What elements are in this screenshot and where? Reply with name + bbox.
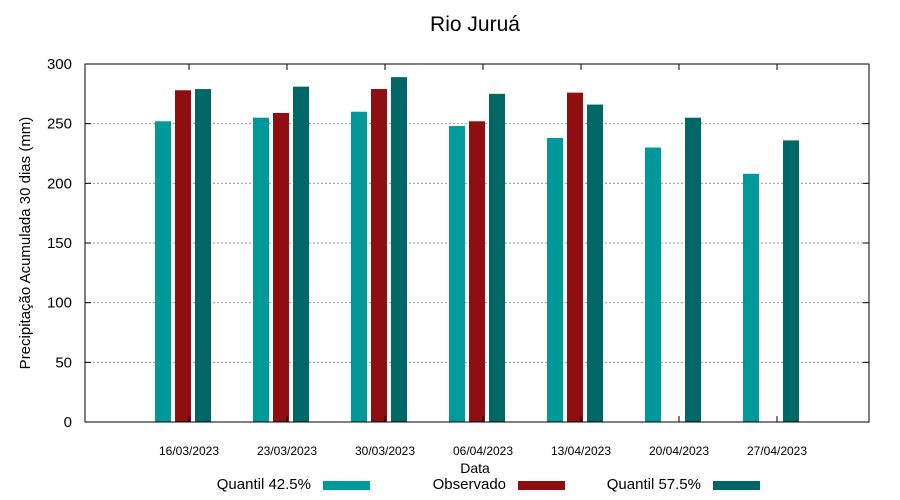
legend-swatch <box>323 481 370 490</box>
bar <box>293 86 309 422</box>
legend-label: Observado <box>433 476 506 493</box>
bar <box>175 90 191 423</box>
bar <box>195 89 211 422</box>
x-axis-ticks: 16/03/2023 23/03/2023 30/03/2023 06/04/2023… <box>159 64 807 458</box>
bar <box>371 89 387 422</box>
y-tick-label: 0 <box>64 414 72 431</box>
x-tick-label: 13/04/2023 <box>551 444 611 458</box>
bars <box>155 77 799 423</box>
y-tick-label: 50 <box>55 354 72 371</box>
bar <box>587 104 603 422</box>
bar <box>489 93 505 422</box>
x-tick-label: 06/04/2023 <box>453 444 513 458</box>
legend: Quantil 42.5% Observado Quantil 57.5% <box>217 476 760 493</box>
x-tick-label: 16/03/2023 <box>159 444 219 458</box>
y-tick-label: 200 <box>47 175 72 192</box>
bar <box>469 121 485 422</box>
bar <box>273 112 289 422</box>
bar <box>783 140 799 422</box>
y-axis-ticks: 0 50 100 150 200 250 300 <box>47 56 869 431</box>
bar <box>155 121 171 422</box>
bar <box>449 126 465 422</box>
legend-swatch <box>713 481 760 490</box>
bar <box>391 77 407 423</box>
y-axis-label: Precipitação Acumulada 30 dias (mm) <box>17 117 34 370</box>
x-tick-label: 20/04/2023 <box>649 444 709 458</box>
x-tick-label: 30/03/2023 <box>355 444 415 458</box>
y-tick-label: 100 <box>47 295 72 312</box>
bar <box>351 111 367 422</box>
bar <box>567 92 583 422</box>
y-tick-label: 300 <box>47 56 72 73</box>
chart-title: Rio Juruá <box>430 13 520 36</box>
x-tick-label: 27/04/2023 <box>747 444 807 458</box>
legend-swatch <box>518 481 565 490</box>
bar <box>645 147 661 423</box>
legend-label: Quantil 57.5% <box>607 476 701 493</box>
bar <box>547 137 563 422</box>
y-tick-label: 250 <box>47 116 72 133</box>
bar <box>685 117 701 422</box>
legend-label: Quantil 42.5% <box>217 476 311 493</box>
y-tick-label: 150 <box>47 235 72 252</box>
bar <box>253 117 269 422</box>
x-axis-label: Data <box>460 460 490 476</box>
x-tick-label: 23/03/2023 <box>257 444 317 458</box>
bar <box>743 173 759 422</box>
